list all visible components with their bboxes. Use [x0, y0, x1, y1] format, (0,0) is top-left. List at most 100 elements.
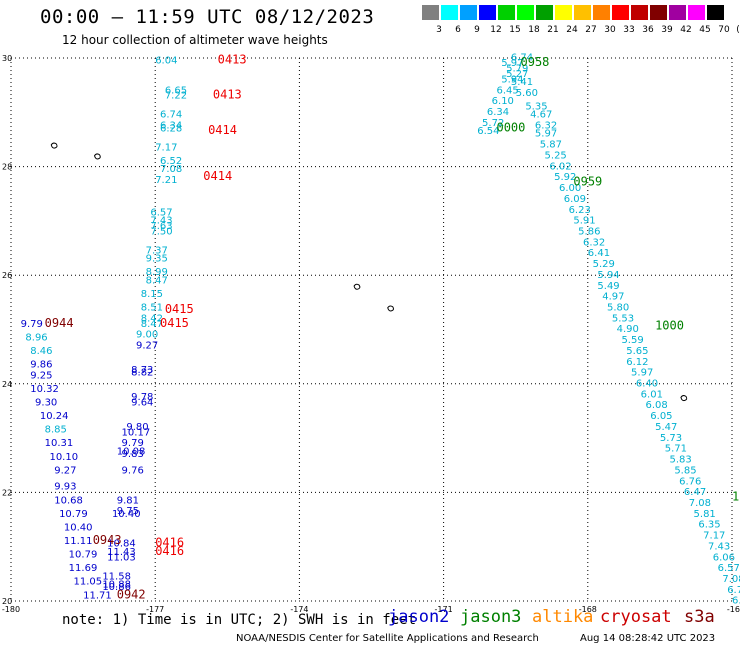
wave-height-label: 5.85: [674, 465, 696, 476]
wave-height-label: 8.47: [146, 275, 168, 286]
wave-height-label: 7.63: [150, 221, 172, 232]
lon-tick-label: -171: [435, 605, 453, 614]
color-swatch: [441, 5, 458, 20]
wave-height-label: 7.43: [708, 541, 730, 552]
wave-height-label: 4.67: [530, 110, 552, 121]
footer-credit: NOAA/NESDIS Center for Satellite Applica…: [236, 633, 539, 644]
color-swatch: [707, 5, 724, 20]
wave-height-label: 9.64: [131, 398, 153, 409]
wave-height-label: 6.08: [645, 400, 667, 411]
wave-height-label: 9.81: [117, 495, 139, 506]
wave-height-label: 9.76: [122, 465, 144, 476]
wave-height-label: 6.35: [698, 520, 720, 531]
color-swatch: [479, 5, 496, 20]
wave-height-label: 6.74: [160, 110, 182, 121]
wave-height-label: 6.52: [160, 156, 182, 167]
lon-tick-label: -16: [727, 605, 740, 614]
island-outline: [50, 142, 58, 149]
pass-time-label: 0959: [573, 175, 602, 189]
wave-height-label: 6.76: [679, 476, 701, 487]
wave-height-label: 9.00: [136, 330, 158, 341]
wave-height-label: 6.47: [684, 487, 706, 498]
pass-time-label: 0416: [155, 536, 184, 550]
wave-height-label: 5.94: [597, 270, 619, 281]
color-scale-label: 21: [547, 25, 559, 35]
wave-height-label: 6.32: [535, 121, 557, 132]
wave-height-label: 5.53: [612, 313, 634, 324]
pass-time-label: 0943: [93, 533, 122, 547]
color-swatch: [498, 5, 515, 20]
pass-time-label: 1000: [655, 319, 684, 333]
wave-height-label: 6.28: [160, 123, 182, 134]
wave-height-label: 5.41: [511, 77, 533, 88]
wave-height-label: 11.71: [83, 590, 112, 601]
wave-height-label: 10.88: [102, 579, 131, 590]
pass-time-label: 0942: [117, 587, 146, 601]
wave-height-label: 6.23: [569, 205, 591, 216]
wave-height-label: 5.29: [593, 259, 615, 270]
wave-height-label: 8.47: [141, 319, 163, 330]
wave-height-label: 6.01: [641, 389, 663, 400]
wave-height-label: 5.49: [597, 281, 619, 292]
color-scale-label: 12: [490, 25, 502, 35]
pass-time-label: 0944: [45, 316, 74, 330]
wave-height-label: 6.74: [511, 53, 533, 64]
wave-height-label: 8.15: [141, 289, 163, 300]
wave-height-label: 5.97: [501, 58, 523, 69]
pass-time-label: 0415: [165, 302, 194, 316]
map-subtitle: 12 hour collection of altimeter wave hei…: [62, 33, 328, 47]
color-swatch: [650, 5, 667, 20]
wave-height-label: 9.80: [126, 422, 148, 433]
wave-height-label: 10.31: [45, 438, 74, 449]
lat-tick-label: 26: [2, 271, 12, 280]
wave-height-label: 10.40: [112, 509, 141, 520]
lat-tick-label: 30: [2, 54, 12, 63]
wave-height-label: 7.43: [150, 216, 172, 227]
wave-height-label: 6.74: [727, 585, 740, 596]
wave-height-label: 6.45: [496, 85, 518, 96]
wave-height-label: 10.10: [49, 452, 78, 463]
wave-height-label: 7.08: [160, 164, 182, 175]
wave-height-label: 6.00: [559, 183, 581, 194]
wave-height-label: 4.97: [602, 292, 624, 303]
wave-height-label: 5.73: [660, 433, 682, 444]
wave-height-label: 6.12: [626, 357, 648, 368]
color-scale-label: 9: [474, 25, 480, 35]
color-scale-label: 15: [509, 25, 521, 35]
wave-height-label: 5.94: [501, 74, 523, 85]
wave-height-label: 7.22: [165, 91, 187, 102]
wave-height-label: 7.17: [155, 142, 177, 153]
wave-height-label: 8.99: [146, 267, 168, 278]
lon-tick-label: -177: [146, 605, 164, 614]
wave-height-label: 8.42: [141, 313, 163, 324]
wave-height-label: 5.80: [607, 302, 629, 313]
wave-height-label: 5.72: [482, 118, 504, 129]
wave-height-label: 5.91: [573, 216, 595, 227]
wave-height-label: 6.57: [150, 207, 172, 218]
color-scale-label: (ft): [736, 25, 740, 35]
pass-time-label: 0414: [208, 123, 237, 137]
wave-height-label: 10.84: [107, 539, 136, 550]
wave-height-label: 6.65: [165, 85, 187, 96]
lat-tick-label: 24: [2, 380, 12, 389]
color-scale-label: 27: [585, 25, 597, 35]
wave-height-label: 10.24: [40, 411, 69, 422]
wave-height-label: 10.17: [122, 427, 151, 438]
island-outline: [93, 153, 101, 160]
wave-height-label: 5.25: [545, 150, 567, 161]
color-swatch: [536, 5, 553, 20]
color-swatch: [669, 5, 686, 20]
wave-height-label: 8.85: [45, 425, 67, 436]
wave-height-label: 5.65: [626, 346, 648, 357]
wave-height-label: 5.86: [578, 226, 600, 237]
wave-height-label: 9.79: [122, 438, 144, 449]
color-scale-label: 33: [623, 25, 635, 35]
wave-height-label: 7.50: [150, 226, 172, 237]
wave-height-label: 6.78: [732, 596, 740, 607]
wave-height-label: 5.27: [506, 69, 528, 80]
color-scale-label: 45: [699, 25, 711, 35]
color-scale-label: 24: [566, 25, 578, 35]
satellite-legend-item: jason3: [460, 607, 522, 627]
wave-height-label: 10.08: [117, 446, 146, 457]
